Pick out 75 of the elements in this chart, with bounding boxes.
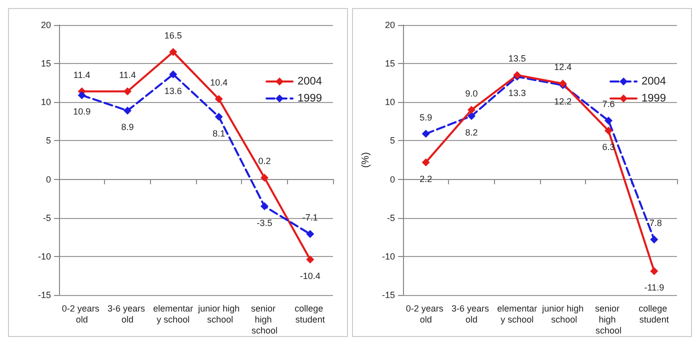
point: [78, 91, 86, 100]
y-tick-label: 20: [384, 20, 395, 30]
point: [306, 230, 314, 238]
x-tick-label: senior high school: [250, 304, 278, 336]
point: [422, 158, 430, 166]
point: [260, 174, 268, 182]
data-label: 8.1: [212, 128, 226, 138]
x-tick-label: 3-6 years old: [107, 304, 148, 324]
y-tick-label: 15: [40, 58, 51, 69]
data-label: 11.4: [73, 70, 90, 80]
y-tick-label: 0: [46, 174, 51, 184]
data-label: 10.9: [73, 106, 91, 117]
x-tick-label: elementary school: [497, 304, 538, 324]
data-label: 12.2: [554, 96, 572, 107]
y-tick-label: 10: [384, 97, 395, 108]
y-tick-label: 0: [390, 174, 395, 184]
data-label: 12.4: [554, 62, 572, 72]
data-label: 2.2: [420, 174, 432, 184]
x-tick-label: college student: [638, 304, 670, 324]
point: [214, 112, 223, 121]
point: [169, 48, 178, 56]
point: [260, 202, 268, 210]
data-label: 0.2: [258, 156, 271, 166]
y-tick-label: 5: [390, 136, 395, 146]
point: [604, 126, 612, 135]
data-label: 9.0: [465, 88, 478, 98]
y-tick-label: -15: [382, 290, 395, 300]
data-label: 13.5: [508, 54, 526, 64]
point: [468, 106, 476, 114]
x-tick-label: 0-2 years old: [62, 304, 102, 324]
y-tick-label: 20: [40, 20, 51, 30]
data-label: 13.3: [508, 88, 526, 98]
data-label: 10.4: [210, 78, 228, 88]
data-label: 11.4: [119, 70, 136, 80]
point: [468, 112, 476, 120]
data-label: 13.6: [164, 86, 182, 96]
x-tick-label: junior high school: [541, 304, 584, 324]
point: [422, 130, 430, 138]
data-label: -3.5: [256, 218, 272, 228]
legend-label: 2004: [298, 76, 322, 88]
point: [306, 256, 314, 264]
data-label: -7.1: [302, 212, 318, 223]
point: [650, 235, 658, 244]
x-tick-label: junior high school: [197, 304, 240, 324]
y-tick-label: -5: [42, 212, 51, 223]
legend-label: 1999: [298, 92, 322, 104]
y-tick-label: 5: [46, 136, 51, 146]
data-label: -11.9: [644, 282, 664, 293]
x-tick-label: senior high school: [594, 304, 622, 336]
x-tick-label: college student: [294, 304, 326, 324]
data-label: 5.9: [420, 112, 432, 122]
data-label: -7.8: [646, 218, 662, 228]
x-tick-label: 3-6 years old: [451, 304, 492, 324]
x-tick-label: 0-2 years old: [406, 304, 446, 324]
y-axis-title: (%): [360, 152, 372, 168]
y-tick-label: -10: [382, 251, 395, 262]
legend-label: 2004: [642, 76, 666, 88]
legend-label: 1999: [642, 92, 666, 104]
point: [650, 267, 658, 276]
y-tick-label: -15: [38, 290, 51, 300]
point: [124, 87, 132, 96]
y-tick-label: 10: [40, 97, 51, 108]
y-tick-label: -5: [386, 212, 395, 223]
y-tick-label: -10: [38, 251, 51, 262]
data-label: 8.9: [121, 122, 134, 132]
data-label: 16.5: [164, 30, 182, 40]
data-label: 7.6: [602, 99, 615, 110]
point: [214, 95, 223, 104]
point: [604, 116, 612, 125]
x-tick-label: elementary school: [153, 304, 194, 324]
point: [169, 70, 178, 78]
data-label: 8.2: [465, 128, 478, 138]
data-label: -10.4: [300, 271, 320, 282]
y-tick-label: 15: [384, 58, 395, 69]
point: [124, 106, 132, 115]
